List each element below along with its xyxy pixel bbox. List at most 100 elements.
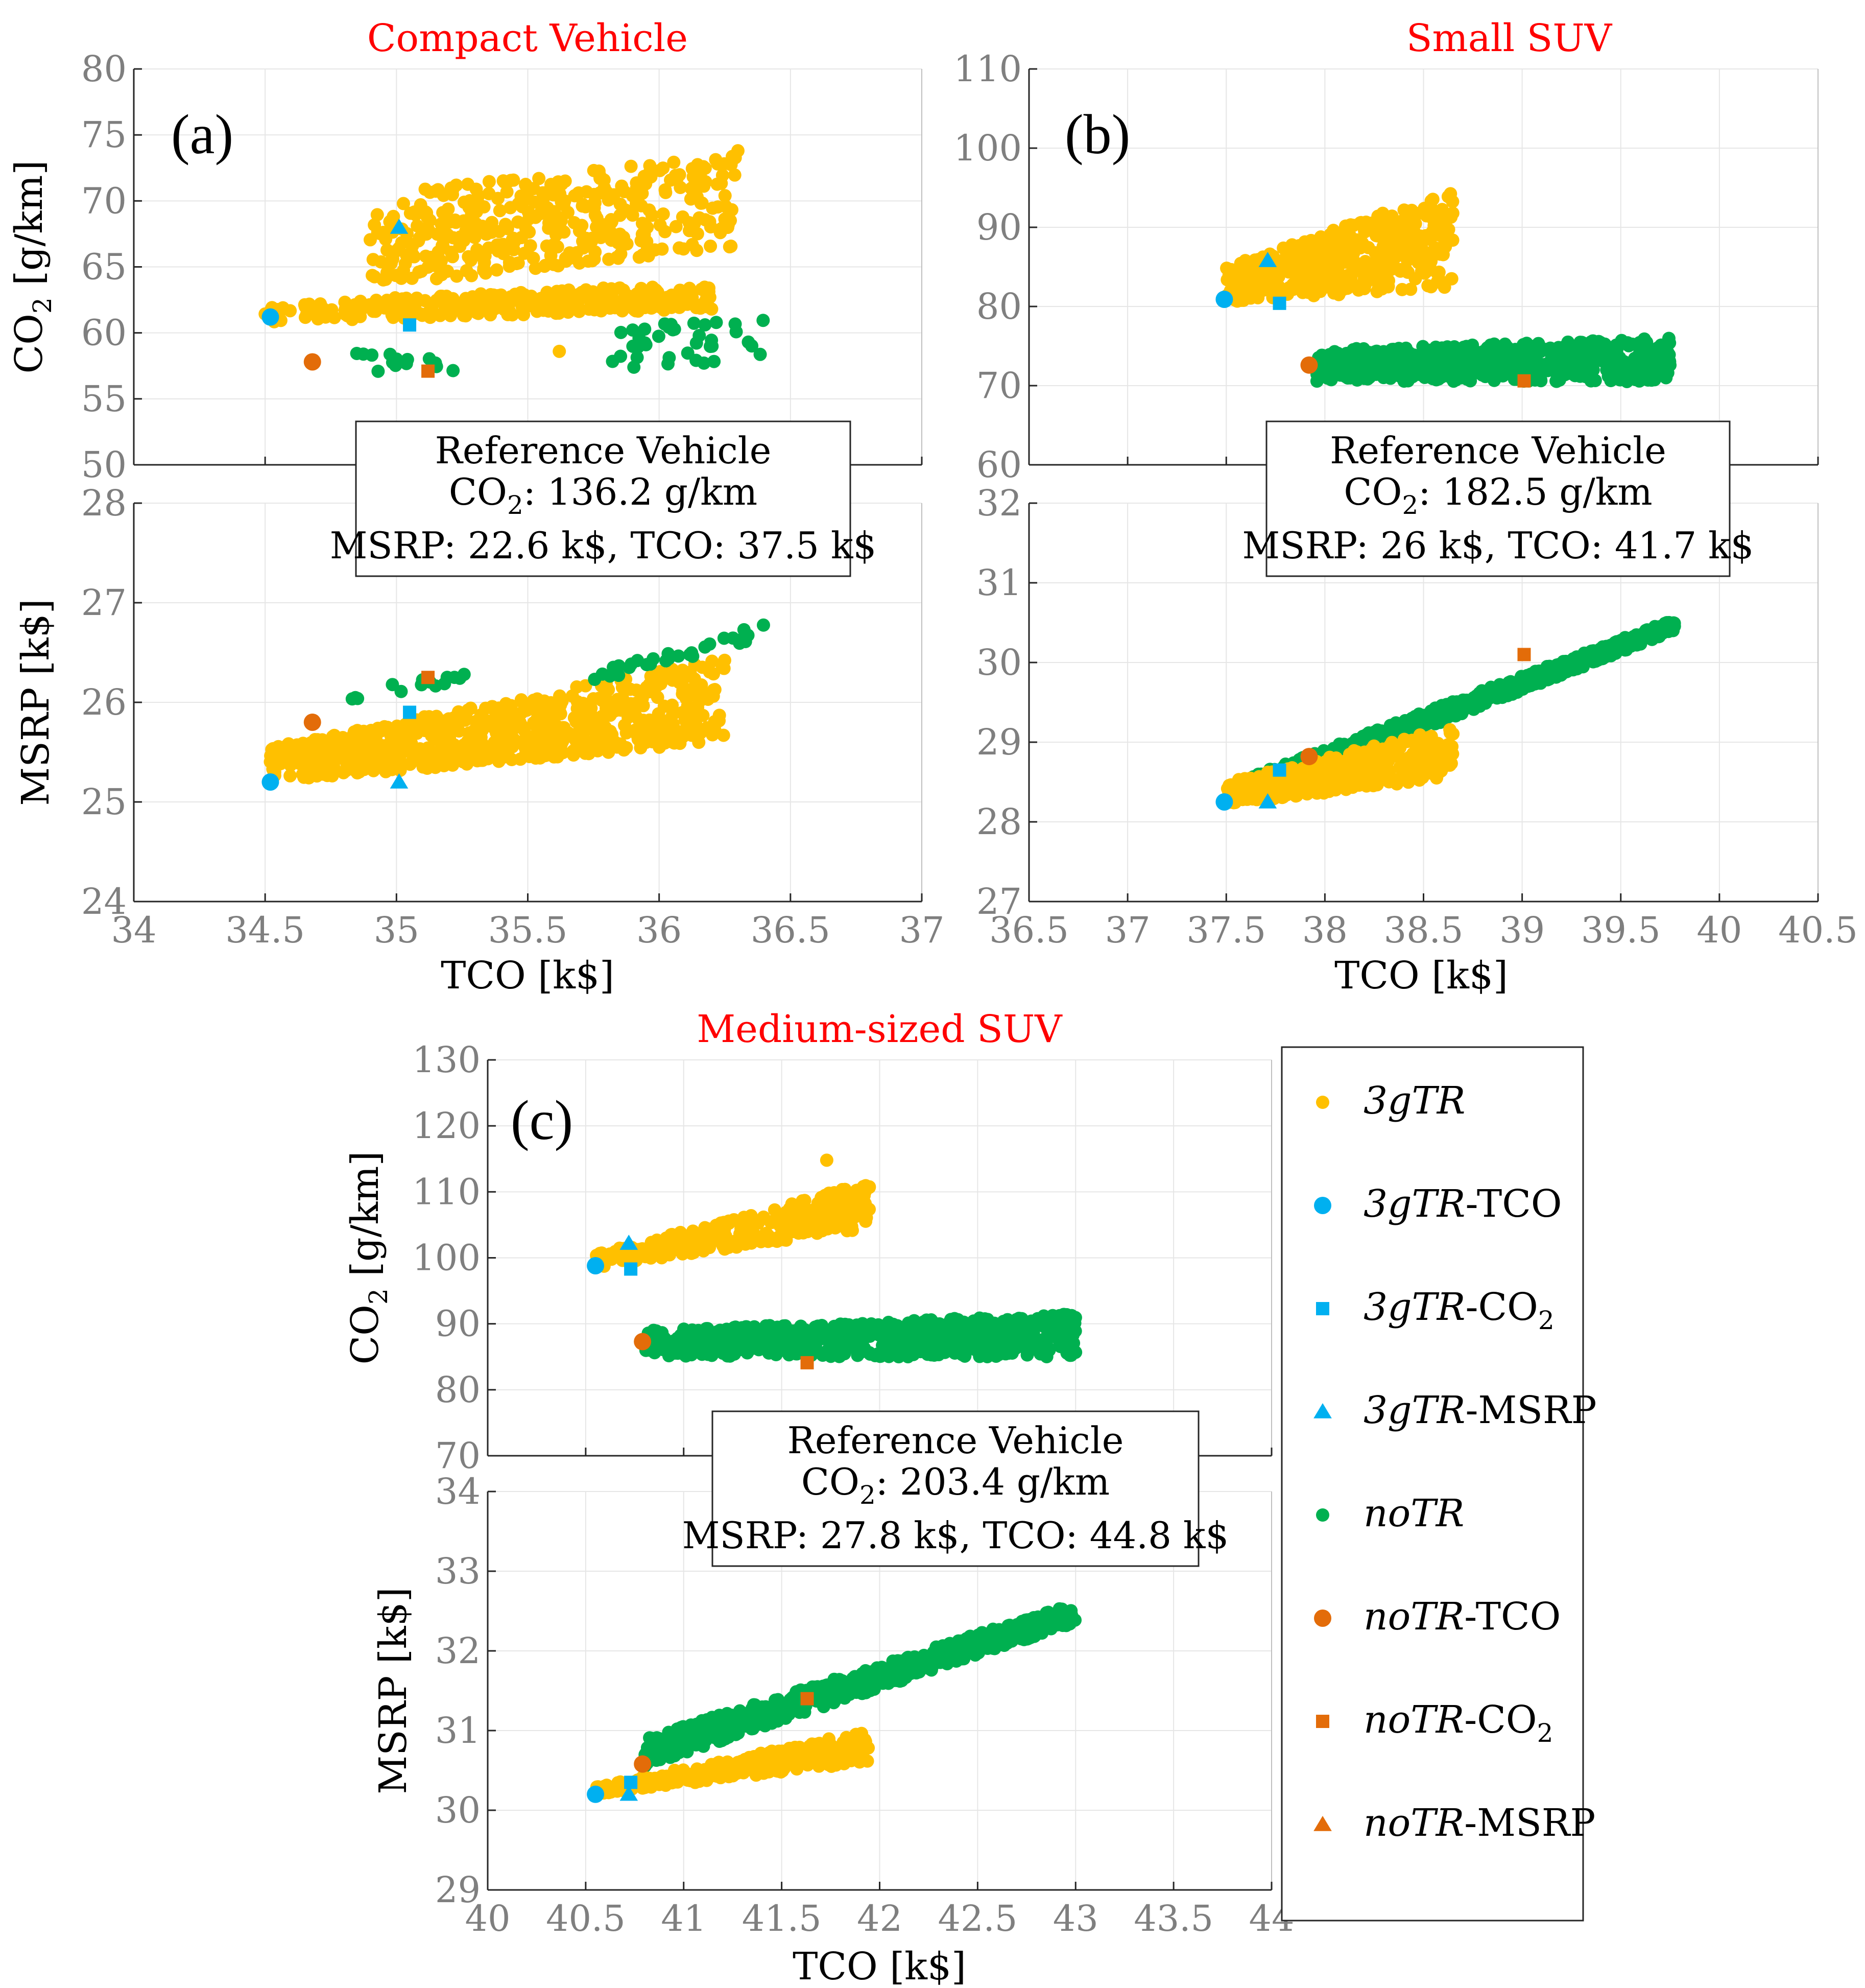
data-point-noTR (661, 652, 675, 666)
data-point-noTR-TCO (1300, 748, 1318, 766)
data-point-3gTR (603, 299, 616, 313)
data-point-noTR (829, 1326, 843, 1339)
data-point-3gTR (1424, 280, 1438, 294)
data-point-3gTR (385, 302, 399, 316)
data-point-3gTR (636, 1247, 650, 1261)
panel-a-3gTR-cloud (364, 150, 742, 287)
data-point-noTR (626, 339, 640, 353)
data-point-noTR (709, 316, 723, 329)
data-point-3gTR (548, 238, 562, 252)
data-point-3gTR (1375, 751, 1389, 765)
data-point-3gTR-MSRP (1258, 252, 1277, 267)
data-point-3gTR (492, 701, 506, 715)
data-point-3gTR (657, 303, 671, 317)
data-point-noTR (1536, 363, 1550, 377)
data-point-3gTR (569, 734, 583, 748)
panel-b-x-tick-label: 36.5 (989, 909, 1069, 951)
panel-a-co2-y-tick-label: 55 (81, 378, 127, 420)
data-point-3gTR (433, 309, 447, 322)
data-point-3gTR (535, 732, 549, 746)
panel-b-x-tick-label: 37.5 (1186, 909, 1266, 951)
data-point-3gTR (1260, 768, 1274, 782)
panel-c-x-tick-label: 41.5 (742, 1898, 822, 1939)
data-point-noTR (675, 1345, 688, 1359)
data-point-3gTR (459, 309, 473, 323)
data-point-3gTR (470, 225, 484, 239)
data-point-3gTR (283, 769, 297, 783)
data-point-3gTR (355, 302, 369, 316)
data-point-3gTR (667, 155, 681, 169)
data-point-3gTR-TCO (587, 1257, 605, 1274)
data-point-noTR (707, 354, 721, 368)
data-point-3gTR (635, 217, 649, 230)
data-point-3gTR (642, 167, 656, 181)
data-point-3gTR-MSRP (619, 1235, 638, 1250)
data-point-3gTR (761, 1229, 775, 1243)
data-point-3gTR (501, 740, 515, 753)
data-point-3gTR (587, 252, 601, 266)
data-point-noTR (685, 1339, 699, 1353)
data-point-3gTR (577, 235, 591, 249)
data-point-3gTR (1424, 254, 1438, 268)
data-point-noTR (1384, 366, 1398, 380)
data-point-3gTR (457, 233, 471, 247)
data-point-3gTR (811, 1215, 825, 1228)
data-point-3gTR (445, 187, 459, 201)
data-point-3gTR (436, 240, 450, 254)
data-point-3gTR (656, 207, 670, 221)
data-point-3gTR (1398, 758, 1412, 771)
panel-c-co2-y-tick-label: 70 (435, 1435, 481, 1477)
data-point-3gTR (635, 227, 649, 241)
data-point-noTR (643, 657, 657, 671)
data-point-noTR-CO2 (1517, 648, 1531, 661)
data-point-noTR (1040, 1350, 1054, 1363)
data-point-3gTR (692, 736, 706, 749)
data-point-3gTR (629, 304, 643, 318)
panel-a-x-axis-label: TCO [k$] (441, 954, 614, 998)
data-point-3gTR (1289, 789, 1303, 803)
data-point-3gTR (398, 718, 412, 731)
data-point-3gTR (1285, 246, 1299, 259)
data-point-3gTR (1221, 782, 1234, 795)
data-point-3gTR (528, 195, 542, 209)
data-point-3gTR (592, 164, 606, 178)
data-point-3gTR (551, 259, 565, 273)
data-point-3gTR-CO2 (1273, 763, 1286, 777)
data-point-3gTR (603, 226, 616, 240)
data-point-3gTR (1236, 775, 1250, 789)
panel-b-co2-y-tick-label: 80 (976, 286, 1022, 327)
data-point-noTR (1454, 371, 1468, 385)
data-point-3gTR (1391, 742, 1405, 755)
data-point-3gTR (723, 240, 736, 254)
data-point-3gTR (480, 751, 494, 765)
data-point-noTR (921, 1347, 935, 1361)
data-point-3gTR (1321, 259, 1334, 273)
data-point-noTR (1012, 1322, 1025, 1336)
data-point-3gTR (461, 177, 474, 191)
data-point-3gTR (613, 295, 627, 309)
data-point-3gTR (398, 257, 412, 271)
panel-c-co2-y-tick-label: 120 (412, 1105, 481, 1147)
panel-c-co2-y-tick-label: 100 (412, 1237, 481, 1279)
data-point-3gTR (667, 736, 681, 750)
data-point-3gTR (300, 300, 314, 314)
data-point-noTR (1324, 373, 1338, 387)
data-point-3gTR (1427, 752, 1441, 766)
data-point-noTR (1644, 373, 1658, 387)
data-point-noTR (658, 317, 672, 331)
reference-title: Reference Vehicle (435, 429, 772, 472)
data-point-3gTR (389, 269, 403, 282)
panel-c-x-tick-label: 40.5 (546, 1898, 626, 1939)
data-point-noTR-CO2 (800, 1356, 814, 1369)
data-point-3gTR (389, 244, 403, 258)
data-point-3gTR (653, 218, 667, 232)
data-point-noTR (1470, 698, 1484, 712)
data-point-3gTR (742, 1212, 756, 1225)
data-point-3gTR (602, 745, 615, 759)
data-point-noTR (867, 1322, 880, 1336)
data-point-3gTR (1301, 762, 1315, 775)
data-point-3gTR (1341, 229, 1355, 243)
data-point-noTR (453, 671, 467, 685)
data-point-3gTR (1401, 265, 1415, 279)
data-point-3gTR (1310, 786, 1324, 800)
